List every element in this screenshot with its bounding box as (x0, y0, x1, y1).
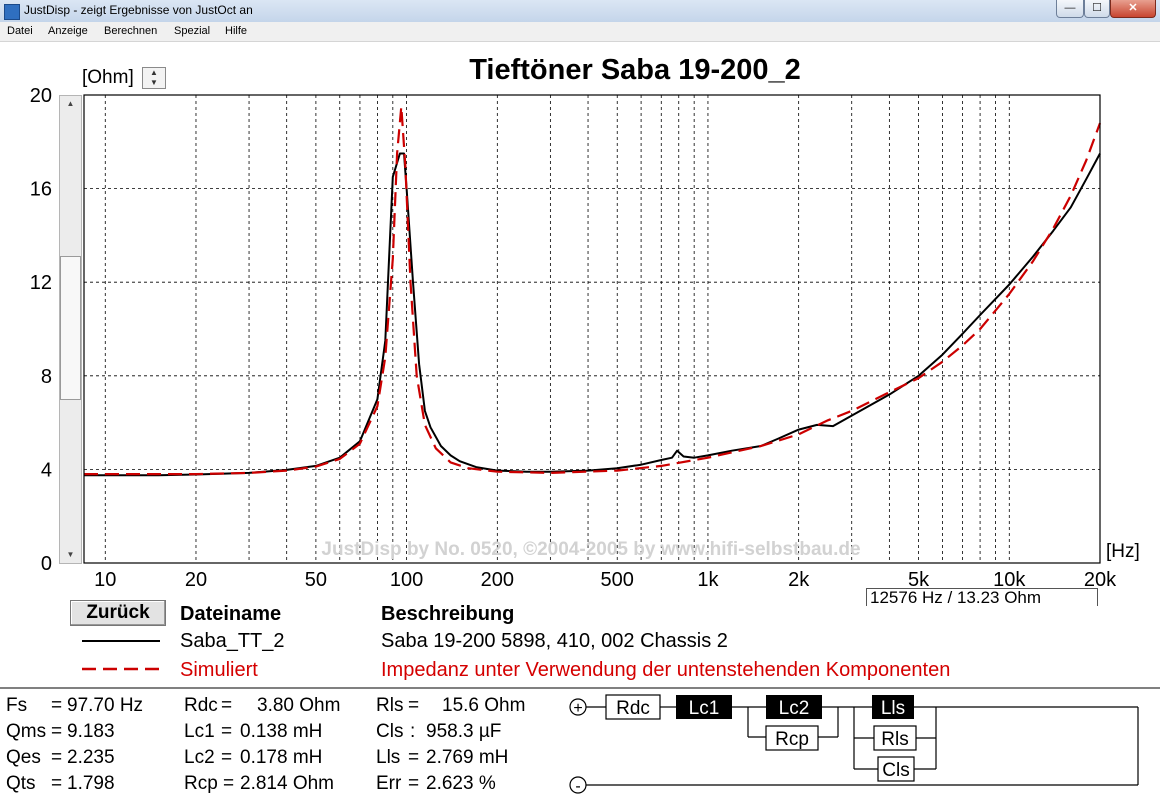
chart-title: Tieftöner Saba 19-200_2 (469, 54, 801, 86)
plus-terminal-icon (569, 698, 587, 716)
rdc-label: Rdc (616, 698, 650, 719)
window-title: JustDisp - zeigt Ergebnisse von JustOct … (24, 3, 253, 17)
cursor-readout: 12576 Hz / 13.23 Ohm (866, 588, 1098, 606)
minus-terminal-label: - (575, 778, 580, 795)
rls-resistor[interactable] (873, 725, 917, 751)
x-tick-labels: 10 20 50 100 200 500 1k 2k 5k 10k 20k (94, 569, 1117, 591)
menu-spezial[interactable]: Spezial (174, 25, 211, 37)
rdc-resistor[interactable] (605, 694, 661, 720)
lc2-label: Lc2 (779, 698, 810, 719)
lc2-inductor[interactable] (766, 695, 822, 719)
legend-desc-simulated: Impedanz unter Verwendung der untenstehe… (381, 659, 951, 681)
spin-up-icon[interactable]: ▲ (150, 68, 158, 77)
x-tick-label: 10k (993, 569, 1026, 591)
y-unit-spinner[interactable]: ▲ ▼ (142, 67, 166, 89)
y-tick-labels: 0 4 8 12 16 20 (30, 85, 52, 575)
minus-terminal-icon (569, 776, 587, 794)
x-tick-label: 200 (481, 569, 514, 591)
x-tick-label: 100 (390, 569, 423, 591)
y-axis-unit: [Ohm] (82, 67, 134, 88)
y-tick-label: 0 (41, 553, 52, 575)
y-tick-label: 16 (30, 179, 52, 201)
app-icon (4, 4, 20, 20)
lc1-inductor[interactable] (676, 695, 732, 719)
rcp-resistor[interactable] (765, 725, 819, 751)
plus-terminal-label: + (573, 700, 582, 717)
close-button[interactable]: ✕ (1110, 0, 1156, 18)
x-axis-unit: [Hz] (1106, 541, 1140, 562)
x-tick-label: 1k (697, 569, 719, 591)
x-tick-label: 10 (94, 569, 116, 591)
series-line-measured (84, 152, 1101, 477)
lc1-label: Lc1 (689, 698, 720, 719)
equivalent-circuit: + - Rdc Lc1 Lc2 Rcp Lls Rls Cls (569, 694, 1139, 795)
grid (84, 95, 1101, 563)
scroll-down-icon[interactable]: ▼ (66, 550, 75, 559)
x-tick-label: 2k (788, 569, 810, 591)
menu-bar: Datei Anzeige Berechnen Spezial Hilfe (0, 22, 1160, 42)
x-tick-label: 50 (305, 569, 327, 591)
scrollbar-thumb[interactable] (60, 256, 81, 400)
watermark: JustDisp by No. 0520, ©2004-2005 by www.… (321, 539, 860, 560)
menu-datei[interactable]: Datei (7, 25, 33, 37)
x-tick-label: 5k (908, 569, 930, 591)
y-tick-label: 12 (30, 272, 52, 294)
y-tick-label: 4 (41, 459, 52, 481)
legend-header-desc: Beschreibung (381, 603, 515, 625)
section-divider (0, 687, 1160, 689)
legend-file-measured: Saba_TT_2 (180, 630, 285, 652)
menu-berechnen[interactable]: Berechnen (104, 25, 158, 37)
y-tick-label: 8 (41, 366, 52, 388)
x-tick-label: 500 (601, 569, 634, 591)
plot-frame (83, 94, 1101, 564)
maximize-button[interactable]: ☐ (1084, 0, 1110, 18)
back-button[interactable]: Zurück (70, 600, 166, 626)
cls-label: Cls (882, 760, 909, 781)
legend-file-simulated: Simuliert (180, 659, 258, 681)
x-tick-label: 20k (1084, 569, 1117, 591)
legend-swatches (82, 640, 160, 671)
menu-anzeige[interactable]: Anzeige (48, 25, 88, 37)
x-tick-label: 20 (185, 569, 207, 591)
rcp-label: Rcp (775, 729, 809, 750)
rls-label: Rls (881, 729, 908, 750)
title-bar: JustDisp - zeigt Ergebnisse von JustOct … (0, 0, 1160, 23)
legend-header-file: Dateiname (180, 603, 282, 625)
lls-inductor[interactable] (872, 695, 914, 719)
series-lines (84, 105, 1102, 477)
y-scrollbar[interactable]: ▲ ▼ (59, 95, 82, 564)
impedance-chart[interactable]: 0 4 8 12 16 20 10 20 50 100 200 500 1k 2k 5k 10k 20k Ju… (0, 0, 1160, 600)
legend-desc-measured: Saba 19-200 5898, 410, 002 Chassis 2 (381, 630, 728, 652)
lls-label: Lls (881, 698, 905, 719)
y-tick-label: 20 (30, 85, 52, 107)
spin-down-icon[interactable]: ▼ (150, 78, 158, 87)
cls-capacitor[interactable] (877, 756, 915, 782)
series-line-simulated (84, 105, 1102, 476)
minimize-button[interactable]: — (1056, 0, 1084, 18)
scroll-up-icon[interactable]: ▲ (66, 99, 75, 108)
menu-hilfe[interactable]: Hilfe (225, 25, 248, 37)
